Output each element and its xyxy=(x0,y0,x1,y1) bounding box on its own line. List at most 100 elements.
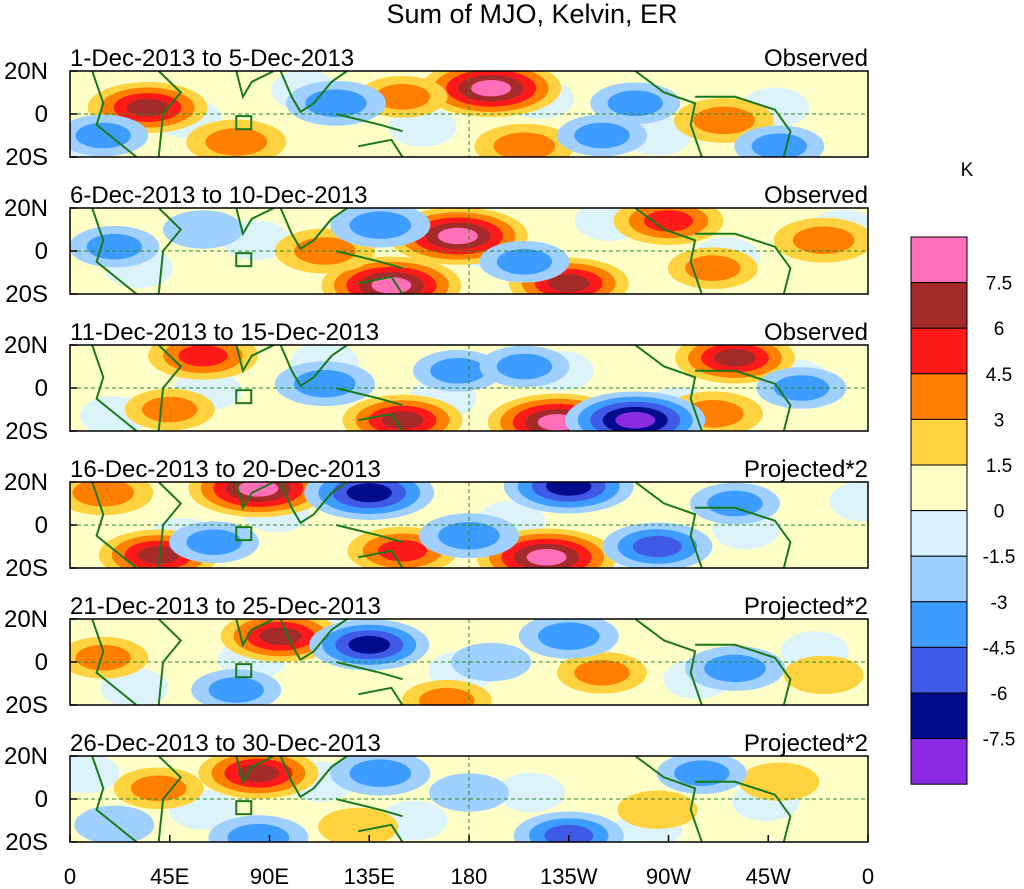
contour-level xyxy=(685,255,741,281)
contour-level xyxy=(126,98,169,117)
contour-level xyxy=(130,775,187,802)
contour-level xyxy=(544,824,594,842)
anomaly-blob xyxy=(330,756,431,796)
anomaly-blob xyxy=(412,350,503,392)
panel-type-label: Projected*2 xyxy=(744,456,868,483)
anomaly-blob xyxy=(70,225,160,268)
x-tick-label: 0 xyxy=(862,864,874,889)
coastline xyxy=(634,345,703,431)
colorbar-level-label: -3 xyxy=(991,593,1008,614)
colorbar-level-label: 3 xyxy=(994,410,1005,431)
contour-level xyxy=(537,622,600,650)
contour-level xyxy=(237,764,280,783)
anomaly-blob xyxy=(690,482,780,525)
panel-5: 20N 0 20S 21-Dec-2013 to 25-Dec-2013 Project… xyxy=(4,593,869,719)
anomaly-blob xyxy=(557,114,647,157)
anomaly-blob xyxy=(163,210,243,249)
y-tick-label: 20N xyxy=(4,195,48,222)
colorbar-swatch xyxy=(910,646,968,694)
panel-type-label: Observed xyxy=(764,182,868,209)
coastline xyxy=(235,482,275,511)
contour-level xyxy=(259,627,302,646)
panel-field xyxy=(70,482,868,568)
y-tick-label: 0 xyxy=(35,101,48,128)
coastline xyxy=(279,71,348,114)
contour-level xyxy=(607,90,663,117)
colorbar-swatch xyxy=(910,418,968,466)
coastline xyxy=(235,208,275,237)
y-tick-label: 0 xyxy=(35,238,48,265)
x-tick-label: 0 xyxy=(64,864,76,889)
coastline xyxy=(157,482,183,568)
x-tick-label: 45W xyxy=(746,864,791,889)
anomaly-blob xyxy=(667,247,758,289)
contour-level xyxy=(349,211,412,239)
panel-date-range: 11-Dec-2013 to 15-Dec-2013 xyxy=(70,319,379,346)
anomaly-blob xyxy=(124,388,215,431)
coastline xyxy=(695,780,792,842)
contour-level xyxy=(792,226,855,255)
x-tick-label: 135E xyxy=(344,864,395,889)
colorbar-swatch xyxy=(910,601,968,648)
y-tick-label: 20N xyxy=(4,469,48,496)
coastline xyxy=(157,345,183,431)
contour-level xyxy=(739,762,820,801)
contour-level xyxy=(714,348,756,367)
x-tick-label: 90W xyxy=(646,864,691,889)
anomaly-blob xyxy=(70,636,149,679)
contour-level xyxy=(471,79,512,97)
panel-type-label: Projected*2 xyxy=(744,730,868,757)
coastline xyxy=(634,71,703,157)
panel-6: 20N 0 20S 26-Dec-2013 to 30-Dec-2013 Project… xyxy=(4,730,869,856)
y-tick-label: 20N xyxy=(4,743,48,770)
anomaly-blob xyxy=(773,217,868,263)
colorbar-level-label: -6 xyxy=(991,684,1008,705)
coastline xyxy=(279,482,348,525)
contour-level xyxy=(674,760,730,786)
anomaly-blob xyxy=(656,756,747,794)
anomaly-blob xyxy=(318,807,399,842)
colorbar-swatch xyxy=(910,555,968,603)
contour-level xyxy=(496,353,553,380)
panel-2: 20N 0 20S 6-Dec-2013 to 10-Dec-2013 Observed xyxy=(4,182,869,308)
y-tick-label: 0 xyxy=(35,649,48,676)
panel-3: 20N 0 20S 11-Dec-2013 to 15-Dec-2013 Observe… xyxy=(4,319,869,445)
anomaly-blob xyxy=(191,669,282,705)
contour-level xyxy=(208,677,264,703)
contour-level xyxy=(142,396,198,423)
contour-level xyxy=(318,807,399,842)
coastline xyxy=(358,412,404,431)
anomaly-blob xyxy=(70,114,149,157)
x-tick-label: 45E xyxy=(150,864,189,889)
contour-level xyxy=(75,122,131,149)
reference-box xyxy=(235,800,253,816)
contour-level xyxy=(547,274,590,293)
contour-level xyxy=(430,358,486,384)
panel-date-range: 26-Dec-2013 to 30-Dec-2013 xyxy=(70,730,381,757)
contour-level xyxy=(186,529,242,555)
panel-date-range: 21-Dec-2013 to 25-Dec-2013 xyxy=(70,593,381,620)
contour-level xyxy=(346,483,392,503)
y-tick-label: 0 xyxy=(35,786,48,813)
anomaly-blob xyxy=(208,815,309,842)
panel-date-range: 16-Dec-2013 to 20-Dec-2013 xyxy=(70,456,381,483)
anomaly-blob xyxy=(565,391,706,431)
contour-level xyxy=(707,490,763,517)
y-tick-label: 20N xyxy=(4,58,48,85)
reference-box xyxy=(235,526,253,542)
colorbar-level-label: 0 xyxy=(994,502,1005,523)
anomaly-blob xyxy=(401,679,492,705)
colorbar-level-label: -1.5 xyxy=(983,547,1016,568)
panel-1: 20N 0 20S 1-Dec-2013 to 5-Dec-2013 Observed xyxy=(4,45,869,171)
coastline xyxy=(335,387,403,407)
panel-field xyxy=(70,756,868,842)
contour-level xyxy=(493,132,556,157)
coastline xyxy=(335,250,403,270)
panel-field xyxy=(70,345,868,431)
coastline xyxy=(335,524,403,544)
anomaly-blob xyxy=(739,762,820,801)
contour-level xyxy=(374,84,431,110)
contour-level xyxy=(632,535,682,558)
